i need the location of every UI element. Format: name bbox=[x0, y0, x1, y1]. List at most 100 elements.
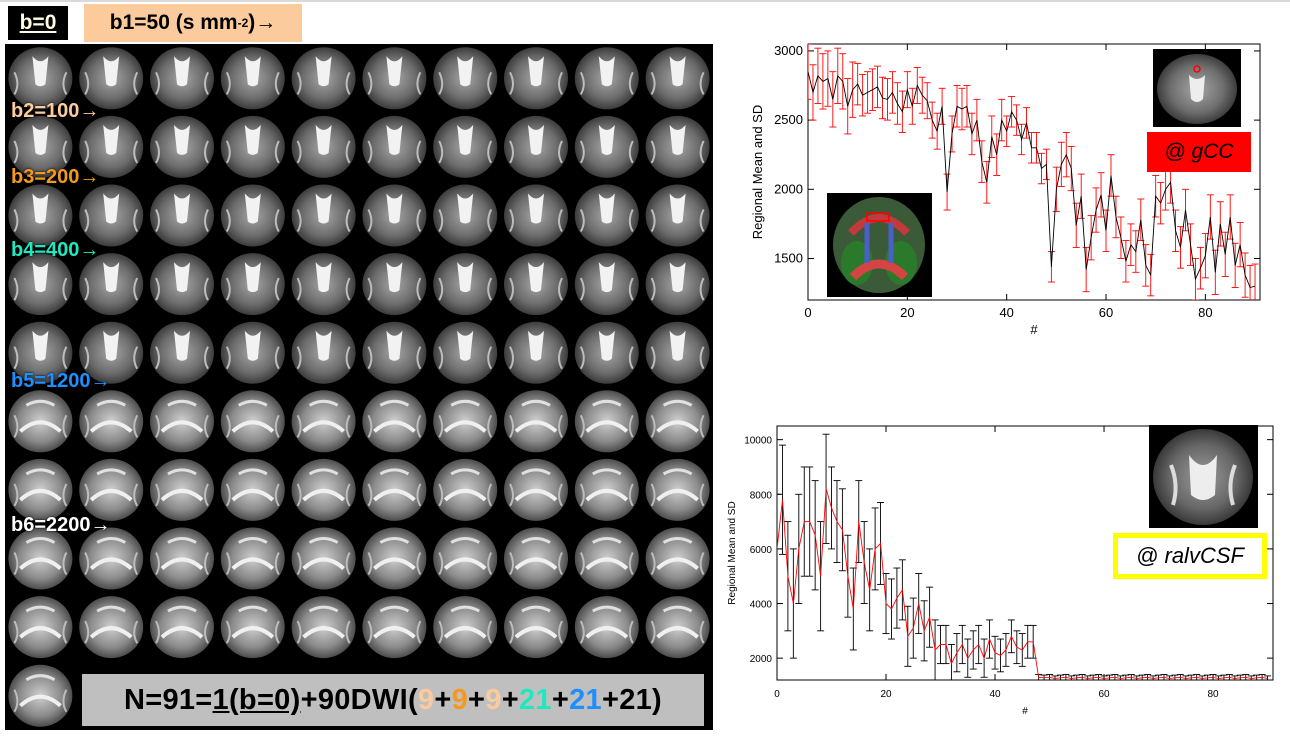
brain-slice bbox=[504, 596, 568, 659]
formula-plus4: + bbox=[551, 683, 570, 716]
fa-color-map-inset bbox=[827, 193, 932, 297]
brain-slice bbox=[79, 527, 144, 590]
brain-slice bbox=[362, 321, 427, 384]
brain-slice bbox=[291, 253, 356, 316]
b1-label: b1=50 (s mm -2)→ bbox=[84, 4, 302, 42]
brain-slice bbox=[433, 458, 498, 521]
y-tick-label: 6000 bbox=[750, 545, 773, 556]
brain-slice bbox=[8, 253, 73, 316]
brain-slice bbox=[291, 458, 356, 521]
brain-slice bbox=[291, 47, 356, 110]
x-tick-label: 80 bbox=[1207, 689, 1219, 700]
y-tick-label: 1500 bbox=[774, 250, 803, 265]
mean-line bbox=[808, 71, 1256, 289]
brain-slice bbox=[645, 184, 710, 247]
gcc-region-tag: @ gCC bbox=[1147, 132, 1251, 172]
brain-slice bbox=[574, 390, 639, 453]
brain-slice bbox=[291, 115, 356, 178]
brain-slice bbox=[362, 115, 427, 178]
x-tick-label: 40 bbox=[999, 305, 1013, 320]
formula-n2: 9 bbox=[451, 683, 469, 716]
y-axis-label: Regional Mean and SD bbox=[750, 105, 765, 239]
brain-slice bbox=[8, 47, 73, 110]
brain-slice bbox=[150, 458, 214, 521]
brain-slice bbox=[362, 596, 427, 659]
ralvcsf-brain-inset bbox=[1149, 425, 1258, 528]
dwi-mosaic: b2=100→ b3=200→ b4=400→ b5=1200→ b6=2200… bbox=[5, 44, 713, 730]
x-tick-label: 0 bbox=[774, 689, 780, 700]
brain-slice bbox=[79, 184, 144, 247]
b5-label: b5=1200→ bbox=[11, 370, 111, 392]
formula-plus2: + bbox=[468, 683, 486, 716]
brain-slice bbox=[291, 321, 356, 384]
brain-slice bbox=[150, 184, 214, 247]
brain-slice bbox=[433, 115, 498, 178]
brain-slice bbox=[220, 390, 285, 453]
brain-slice bbox=[362, 47, 427, 110]
x-tick-label: 80 bbox=[1198, 305, 1212, 320]
brain-slice bbox=[504, 527, 568, 590]
brain-slice bbox=[433, 596, 498, 659]
x-tick-label: 60 bbox=[1098, 689, 1110, 700]
brain-slice bbox=[79, 390, 144, 453]
y-tick-label: 8000 bbox=[750, 490, 773, 501]
brain-slice bbox=[150, 47, 214, 110]
brain-slice bbox=[220, 253, 285, 316]
brain-slice bbox=[150, 390, 214, 453]
formula-close: ) bbox=[652, 683, 663, 716]
brain-slice bbox=[8, 596, 73, 659]
y-tick-label: 3000 bbox=[774, 43, 803, 58]
brain-slice bbox=[220, 115, 285, 178]
gcc-brain-inset bbox=[1153, 49, 1241, 127]
brain-slice bbox=[79, 47, 144, 110]
formula-n6: 21 bbox=[619, 683, 653, 716]
brain-slice bbox=[645, 458, 710, 521]
b2-label: b2=100→ bbox=[11, 100, 100, 122]
y-tick-label: 2000 bbox=[750, 654, 773, 665]
formula-plus1: + bbox=[434, 683, 452, 716]
brain-slice bbox=[79, 596, 144, 659]
brain-slice bbox=[574, 253, 639, 316]
brain-slice bbox=[433, 527, 498, 590]
brain-slice bbox=[362, 253, 427, 316]
brain-slice bbox=[645, 527, 710, 590]
brain-slice bbox=[220, 527, 285, 590]
formula-part2: 1(b=0) bbox=[212, 683, 301, 716]
brain-slice bbox=[79, 115, 144, 178]
brain-slice bbox=[8, 390, 73, 453]
brain-slice bbox=[150, 253, 214, 316]
brain-slice bbox=[574, 321, 639, 384]
brain-slice bbox=[574, 527, 639, 590]
x-axis-label: # bbox=[1022, 706, 1028, 717]
y-axis-label: Regional Mean and SD bbox=[727, 501, 738, 604]
brain-slice bbox=[220, 458, 285, 521]
formula-n3: 9 bbox=[485, 683, 502, 716]
brain-slice bbox=[504, 321, 568, 384]
brain-slice bbox=[220, 47, 285, 110]
b1-label-sup: -2 bbox=[237, 16, 249, 30]
b1-label-prefix: b1=50 (s mm bbox=[109, 11, 238, 34]
brain-slice bbox=[433, 253, 498, 316]
brain-slice bbox=[645, 47, 710, 110]
brain-slice bbox=[645, 253, 710, 316]
x-axis-label: # bbox=[1030, 322, 1038, 337]
mean-line bbox=[777, 488, 1268, 680]
brain-slice bbox=[8, 115, 73, 178]
x-tick-label: 0 bbox=[804, 305, 811, 320]
brain-slice bbox=[362, 527, 427, 590]
brain-slice bbox=[574, 596, 639, 659]
brain-slice bbox=[220, 184, 285, 247]
x-tick-label: 40 bbox=[989, 689, 1001, 700]
brain-slice bbox=[362, 458, 427, 521]
brain-slice bbox=[645, 115, 710, 178]
brain-slice bbox=[574, 47, 639, 110]
formula-n4: 21 bbox=[518, 683, 552, 716]
brain-slice bbox=[150, 115, 214, 178]
formula-plus5: + bbox=[601, 683, 620, 716]
brain-slice bbox=[291, 390, 356, 453]
brain-slice bbox=[433, 390, 498, 453]
brain-slice bbox=[574, 184, 639, 247]
brain-slice bbox=[8, 184, 73, 247]
b1-label-suffix: )→ bbox=[248, 11, 277, 34]
brain-slice bbox=[150, 596, 214, 659]
